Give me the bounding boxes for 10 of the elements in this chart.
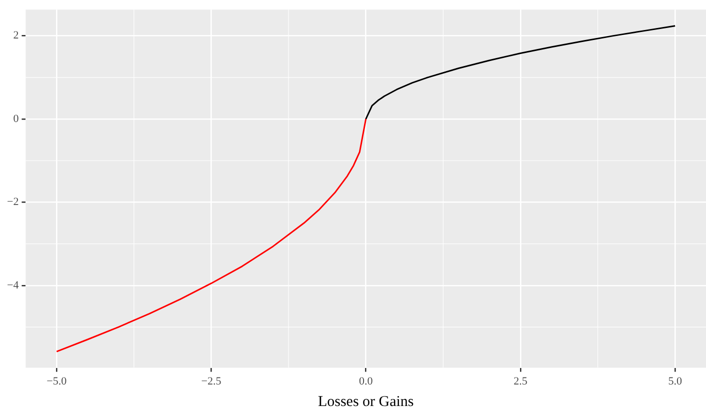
x-tick-label: −5.0 [46,375,68,388]
y-tick-label: 0 [13,112,20,125]
x-tick-label: 0.0 [358,375,374,388]
x-tick-label: −2.5 [201,375,222,388]
x-tick-label: 5.0 [668,375,682,388]
y-tick-label: −4 [6,279,20,292]
x-tick-label: 2.5 [514,375,528,388]
y-tick-label: 2 [13,30,19,42]
x-axis-title: Losses or Gains [318,394,414,410]
y-tick-label: −2 [6,196,19,208]
